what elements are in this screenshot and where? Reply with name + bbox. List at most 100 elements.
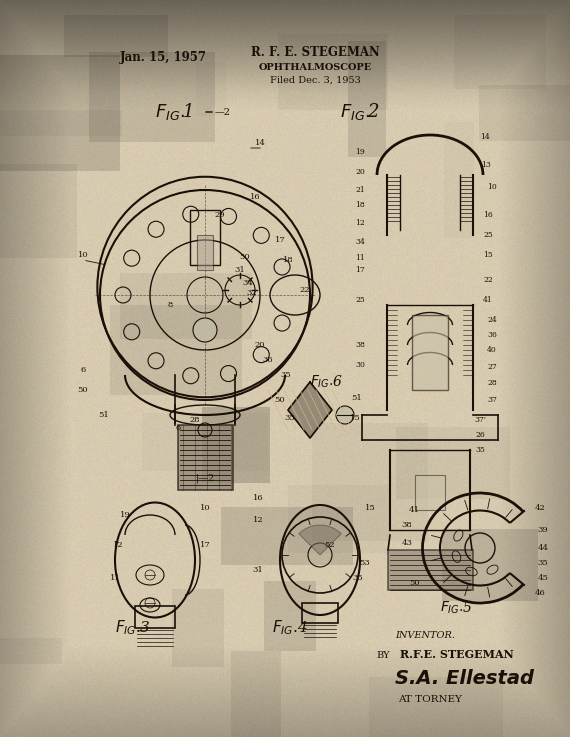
Text: 17: 17 <box>355 266 365 274</box>
Text: $\mathit{F_{IG}.}$: $\mathit{F_{IG}.}$ <box>272 618 298 638</box>
Text: 10: 10 <box>487 183 497 191</box>
Bar <box>412 315 448 390</box>
Text: 24: 24 <box>487 316 497 324</box>
Text: $\mathit{F_{IG}.}$: $\mathit{F_{IG}.}$ <box>155 102 185 122</box>
Text: 29: 29 <box>215 211 225 219</box>
Text: 34: 34 <box>243 279 254 287</box>
Text: 50: 50 <box>78 386 88 394</box>
Text: 39: 39 <box>538 526 548 534</box>
Text: 41: 41 <box>409 506 420 514</box>
Text: 53: 53 <box>360 559 370 567</box>
Bar <box>197 235 213 270</box>
Text: 18: 18 <box>283 256 294 264</box>
Text: 41: 41 <box>483 296 493 304</box>
Text: R. F. E. STEGEMAN: R. F. E. STEGEMAN <box>251 46 380 58</box>
Text: 15: 15 <box>365 504 376 512</box>
Text: 38: 38 <box>355 341 365 349</box>
Text: 52: 52 <box>325 541 335 549</box>
Text: 44: 44 <box>538 544 548 552</box>
Text: 51: 51 <box>99 411 109 419</box>
Text: 6: 6 <box>333 375 342 389</box>
Text: 16: 16 <box>253 494 263 502</box>
Text: 26: 26 <box>475 431 485 439</box>
Bar <box>190 210 220 265</box>
Text: 17: 17 <box>200 541 210 549</box>
Text: 45: 45 <box>538 574 548 582</box>
Circle shape <box>336 406 354 424</box>
Text: 27: 27 <box>487 363 497 371</box>
Bar <box>302 603 338 623</box>
Bar <box>388 550 473 590</box>
Text: Jan. 15, 1957: Jan. 15, 1957 <box>120 51 207 63</box>
Text: 38: 38 <box>402 521 412 529</box>
Text: 18: 18 <box>355 201 365 209</box>
Text: 20: 20 <box>255 341 265 349</box>
Text: 3: 3 <box>140 621 150 635</box>
Text: 28: 28 <box>190 416 200 424</box>
Bar <box>178 425 233 490</box>
Bar <box>135 606 175 628</box>
Text: 50: 50 <box>410 579 420 587</box>
Text: 17: 17 <box>275 236 286 244</box>
Text: 19: 19 <box>355 148 365 156</box>
Polygon shape <box>288 382 332 438</box>
Text: 50: 50 <box>240 253 250 261</box>
Text: 16: 16 <box>483 211 493 219</box>
Text: 11: 11 <box>109 574 120 582</box>
Text: 35: 35 <box>475 446 485 454</box>
Text: $\mathit{F_{IG}.}$: $\mathit{F_{IG}.}$ <box>440 600 463 616</box>
Text: 16: 16 <box>250 193 260 201</box>
Text: INVENTOR.: INVENTOR. <box>395 630 455 640</box>
Text: |—2: |—2 <box>196 473 215 483</box>
Text: 12: 12 <box>253 516 263 524</box>
Text: 30: 30 <box>355 361 365 369</box>
Text: 12: 12 <box>355 219 365 227</box>
Text: 37: 37 <box>487 396 497 404</box>
Text: 8: 8 <box>168 301 173 309</box>
Text: 46: 46 <box>535 589 545 597</box>
Text: OPHTHALMOSCOPE: OPHTHALMOSCOPE <box>258 63 372 71</box>
Text: 40: 40 <box>487 346 497 354</box>
Text: 37': 37' <box>474 416 486 424</box>
Text: 35: 35 <box>284 414 295 422</box>
Text: 28: 28 <box>487 379 497 387</box>
Text: 5: 5 <box>463 601 472 615</box>
Text: BY: BY <box>376 651 390 660</box>
Text: 35: 35 <box>538 559 548 567</box>
Text: 36: 36 <box>487 331 497 339</box>
Text: 21: 21 <box>355 186 365 194</box>
Text: $\mathit{F_{IG}.}$: $\mathit{F_{IG}.}$ <box>340 102 370 122</box>
Text: —2: —2 <box>215 108 231 116</box>
Text: 51: 51 <box>352 394 363 402</box>
Text: 14: 14 <box>480 133 490 141</box>
Text: 15: 15 <box>483 251 493 259</box>
Text: 2: 2 <box>367 103 378 121</box>
Text: Filed Dec. 3, 1953: Filed Dec. 3, 1953 <box>270 75 360 85</box>
Text: 42: 42 <box>535 504 545 512</box>
Text: 13: 13 <box>481 161 491 169</box>
Text: 4: 4 <box>297 621 307 635</box>
Text: 19: 19 <box>120 511 131 519</box>
Text: 22: 22 <box>300 286 310 294</box>
Text: 35: 35 <box>280 371 291 379</box>
Text: 15: 15 <box>349 414 360 422</box>
Text: $\mathit{F_{IG}.}$: $\mathit{F_{IG}.}$ <box>115 618 141 638</box>
Text: 31: 31 <box>253 566 263 574</box>
Text: R.F.E. STEGEMAN: R.F.E. STEGEMAN <box>400 649 514 660</box>
Text: 22: 22 <box>483 276 493 284</box>
Bar <box>415 475 445 510</box>
Text: $\mathit{F_{IG}.}$: $\mathit{F_{IG}.}$ <box>310 374 333 390</box>
Text: 25: 25 <box>355 296 365 304</box>
Text: 43: 43 <box>401 539 413 547</box>
Text: 11: 11 <box>355 254 365 262</box>
Wedge shape <box>299 525 341 555</box>
Text: AT TORNEY: AT TORNEY <box>398 696 462 705</box>
Text: 50: 50 <box>275 396 286 404</box>
Text: 35: 35 <box>353 574 364 582</box>
Text: 6: 6 <box>176 424 181 432</box>
Text: 36: 36 <box>263 356 273 364</box>
Text: 14: 14 <box>255 139 266 147</box>
Text: 34: 34 <box>355 238 365 246</box>
Text: 20: 20 <box>355 168 365 176</box>
Circle shape <box>193 318 217 342</box>
